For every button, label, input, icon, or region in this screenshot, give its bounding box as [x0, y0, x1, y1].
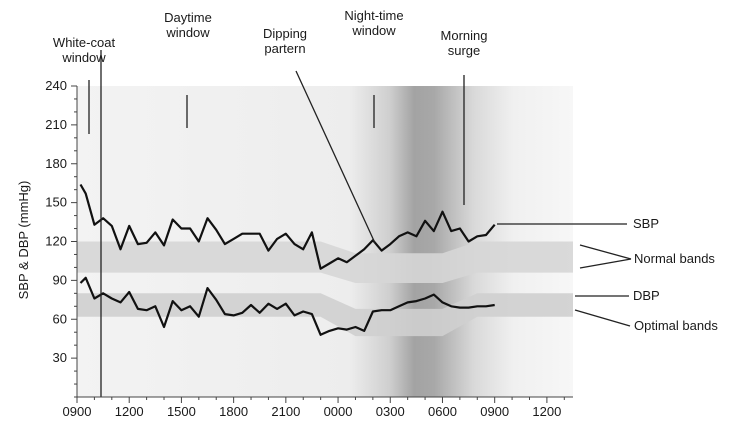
x-tick-marks: 0900 1200 1500 1800 2100 0000 0300 0600 0900 1200	[63, 397, 565, 419]
annotation-sbp: SBP	[633, 216, 659, 231]
y-tick-label: 90	[53, 272, 67, 287]
y-tick-label: 120	[45, 234, 67, 249]
y-tick-label: 30	[53, 350, 67, 365]
x-tick-label: 1200	[532, 404, 561, 419]
y-axis-label: SBP & DBP (mmHg)	[16, 181, 31, 300]
dipping-pointer	[295, 70, 376, 244]
annotation-daytime: Daytime window	[164, 10, 212, 40]
annotation-white-coat: White-coat window	[53, 35, 116, 65]
annotations: White-coat window Daytime window Dipping pa…	[53, 8, 718, 333]
annotation-morning: Morning surge	[441, 28, 488, 58]
x-tick-label: 0600	[428, 404, 457, 419]
optimal-band-pointer	[574, 309, 631, 327]
y-tick-label: 60	[53, 311, 67, 326]
x-tick-label: 1800	[219, 404, 248, 419]
y-tick-label: 150	[45, 195, 67, 210]
annotation-night: Night-time window	[344, 8, 403, 38]
x-tick-label: 1200	[115, 404, 144, 419]
y-tick-label: 180	[45, 156, 67, 171]
y-tick-label: 210	[45, 117, 67, 132]
series-lines	[79, 183, 496, 336]
series-sbp-line	[79, 183, 496, 270]
normal-band-sbp	[77, 241, 573, 283]
x-axis: 0900 1200 1500 1800 2100 0000 0300 0600 0900 1200	[63, 396, 573, 419]
y-tick-marks: 30 60 90 120 150 180 210 240	[45, 78, 77, 398]
reference-bands	[77, 241, 573, 337]
x-tick-label: 1500	[167, 404, 196, 419]
series-dbp-line	[79, 276, 495, 336]
normal-band-dbp	[77, 293, 573, 337]
x-tick-label: 0000	[324, 404, 353, 419]
x-tick-label: 0900	[63, 404, 92, 419]
x-tick-label: 2100	[271, 404, 300, 419]
annotation-dbp: DBP	[633, 288, 660, 303]
normal-band-pointer-upper	[579, 244, 632, 260]
x-tick-label: 0900	[480, 404, 509, 419]
y-axis: 30 60 90 120 150 180 210 240 SBP & DBP (mmHg)	[16, 78, 78, 398]
x-tick-label: 0300	[376, 404, 405, 419]
normal-band-pointer-lower	[579, 258, 632, 269]
annotation-normal-bands: Normal bands	[634, 251, 715, 266]
y-tick-label: 240	[45, 78, 67, 93]
annotation-optimal-bands: Optimal bands	[634, 318, 718, 333]
annotation-dipping: Dipping partern	[263, 26, 307, 56]
